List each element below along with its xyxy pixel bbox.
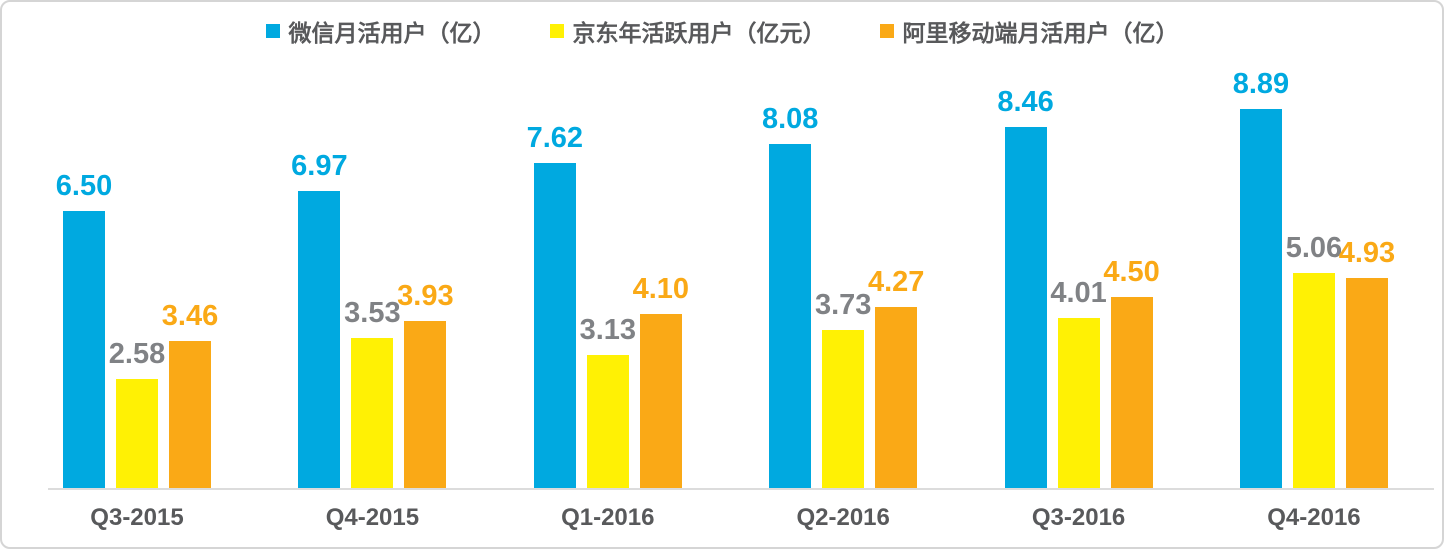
bar-group: 8.08 3.73 4.27 xyxy=(762,104,924,489)
bar-value-label: 4.27 xyxy=(867,265,925,298)
bar-cell: 3.46 xyxy=(162,302,218,489)
legend-item: 阿里移动端月活用户（亿） xyxy=(879,14,1179,48)
bar xyxy=(116,378,158,489)
bar-cell: 8.46 xyxy=(997,88,1054,489)
bar-value-label: 5.06 xyxy=(1285,231,1343,264)
bar-value-label: 4.10 xyxy=(632,272,690,305)
bar-value-label: 8.89 xyxy=(1232,68,1290,100)
bar xyxy=(533,163,576,489)
legend-item: 微信月活用户（亿） xyxy=(265,14,496,48)
legend-item: 京东年活跃用户（亿元） xyxy=(549,14,826,48)
bar xyxy=(404,321,447,489)
bar-cell: 3.13 xyxy=(580,316,636,489)
bar-group: 7.62 3.13 4.10 xyxy=(527,124,689,489)
legend-label: 阿里移动端月活用户（亿） xyxy=(902,20,1179,46)
bar xyxy=(586,355,629,489)
bar-value-label: 4.50 xyxy=(1103,255,1160,288)
bar-value-label: 4.93 xyxy=(1338,237,1396,270)
bar-value-label: 3.73 xyxy=(814,288,872,321)
bar xyxy=(1345,278,1388,489)
category-label: Q3-2016 xyxy=(1031,504,1126,531)
bar-cell: 4.10 xyxy=(633,274,689,489)
category-label: Q1-2016 xyxy=(561,504,655,531)
bar-cell: 4.93 xyxy=(1339,239,1395,489)
legend-swatch-icon xyxy=(879,24,894,38)
bar-value-label: 4.01 xyxy=(1050,276,1107,309)
bar-value-label: 6.97 xyxy=(291,150,348,183)
bar xyxy=(1057,317,1100,489)
legend-label: 微信月活用户（亿） xyxy=(288,20,496,46)
bar-group: 8.89 5.06 4.93 xyxy=(1233,70,1395,489)
bar xyxy=(298,191,341,489)
bar-group: 8.46 4.01 4.50 xyxy=(997,88,1160,489)
legend-swatch-icon xyxy=(265,24,280,38)
category-label: Q3-2015 xyxy=(90,504,184,531)
bar xyxy=(1004,127,1047,489)
bar-cell: 8.89 xyxy=(1233,70,1289,489)
bar-value-label: 3.46 xyxy=(161,300,219,333)
bar xyxy=(1292,272,1335,489)
bar xyxy=(63,211,105,489)
bar xyxy=(639,313,682,489)
bar-value-label: 8.46 xyxy=(997,86,1054,119)
legend-swatch-icon xyxy=(549,24,564,38)
bar-cell: 3.53 xyxy=(344,299,401,489)
category-label: Q4-2016 xyxy=(1267,504,1361,531)
category-axis: Q3-2015 Q4-2015 Q1-2016 Q2-2016 Q3-2016 Q4-20… xyxy=(63,504,1388,532)
bar-cell: 5.06 xyxy=(1286,233,1342,489)
bar-value-label: 6.50 xyxy=(55,170,113,203)
bar-cell: 7.62 xyxy=(527,124,583,489)
bar-cell: 4.50 xyxy=(1103,257,1160,489)
bar xyxy=(822,329,865,489)
x-axis-line xyxy=(48,488,1434,490)
legend-label: 京东年活跃用户（亿元） xyxy=(572,20,826,46)
category-label: Q2-2016 xyxy=(796,504,890,531)
category-label: Q4-2015 xyxy=(325,504,420,531)
bar-value-label: 3.53 xyxy=(344,297,401,330)
bar xyxy=(875,306,918,489)
bar xyxy=(1239,109,1282,489)
bar-groups: 6.50 2.58 3.46 6.97 3.53 3.93 7.62 3.13 4.10 8.08… xyxy=(56,70,1395,489)
legend: 微信月活用户（亿） 京东年活跃用户（亿元） 阿里移动端月活用户（亿） xyxy=(2,14,1442,48)
bar xyxy=(351,338,394,489)
bar-value-label: 7.62 xyxy=(526,122,584,155)
bar-cell: 3.73 xyxy=(815,290,871,489)
bar-cell: 6.50 xyxy=(56,172,112,489)
bar-group: 6.50 2.58 3.46 xyxy=(56,172,218,489)
bar-group: 6.97 3.53 3.93 xyxy=(291,152,454,489)
bar-value-label: 3.13 xyxy=(579,314,637,347)
bar-value-label: 2.58 xyxy=(108,337,166,370)
bar xyxy=(1110,296,1153,489)
bar xyxy=(169,341,211,489)
plot-area: 6.50 2.58 3.46 6.97 3.53 3.93 7.62 3.13 4.10 8.08… xyxy=(2,2,1442,490)
bar-value-label: 8.08 xyxy=(761,102,819,135)
bar-cell: 2.58 xyxy=(109,339,165,489)
bar-cell: 6.97 xyxy=(291,152,348,489)
bar xyxy=(769,143,812,489)
bar-cell: 8.08 xyxy=(762,104,818,489)
bar-cell: 4.01 xyxy=(1050,278,1107,489)
bar-cell: 4.27 xyxy=(868,267,924,489)
bar-value-label: 3.93 xyxy=(397,280,454,312)
bar-cell: 3.93 xyxy=(397,282,454,489)
